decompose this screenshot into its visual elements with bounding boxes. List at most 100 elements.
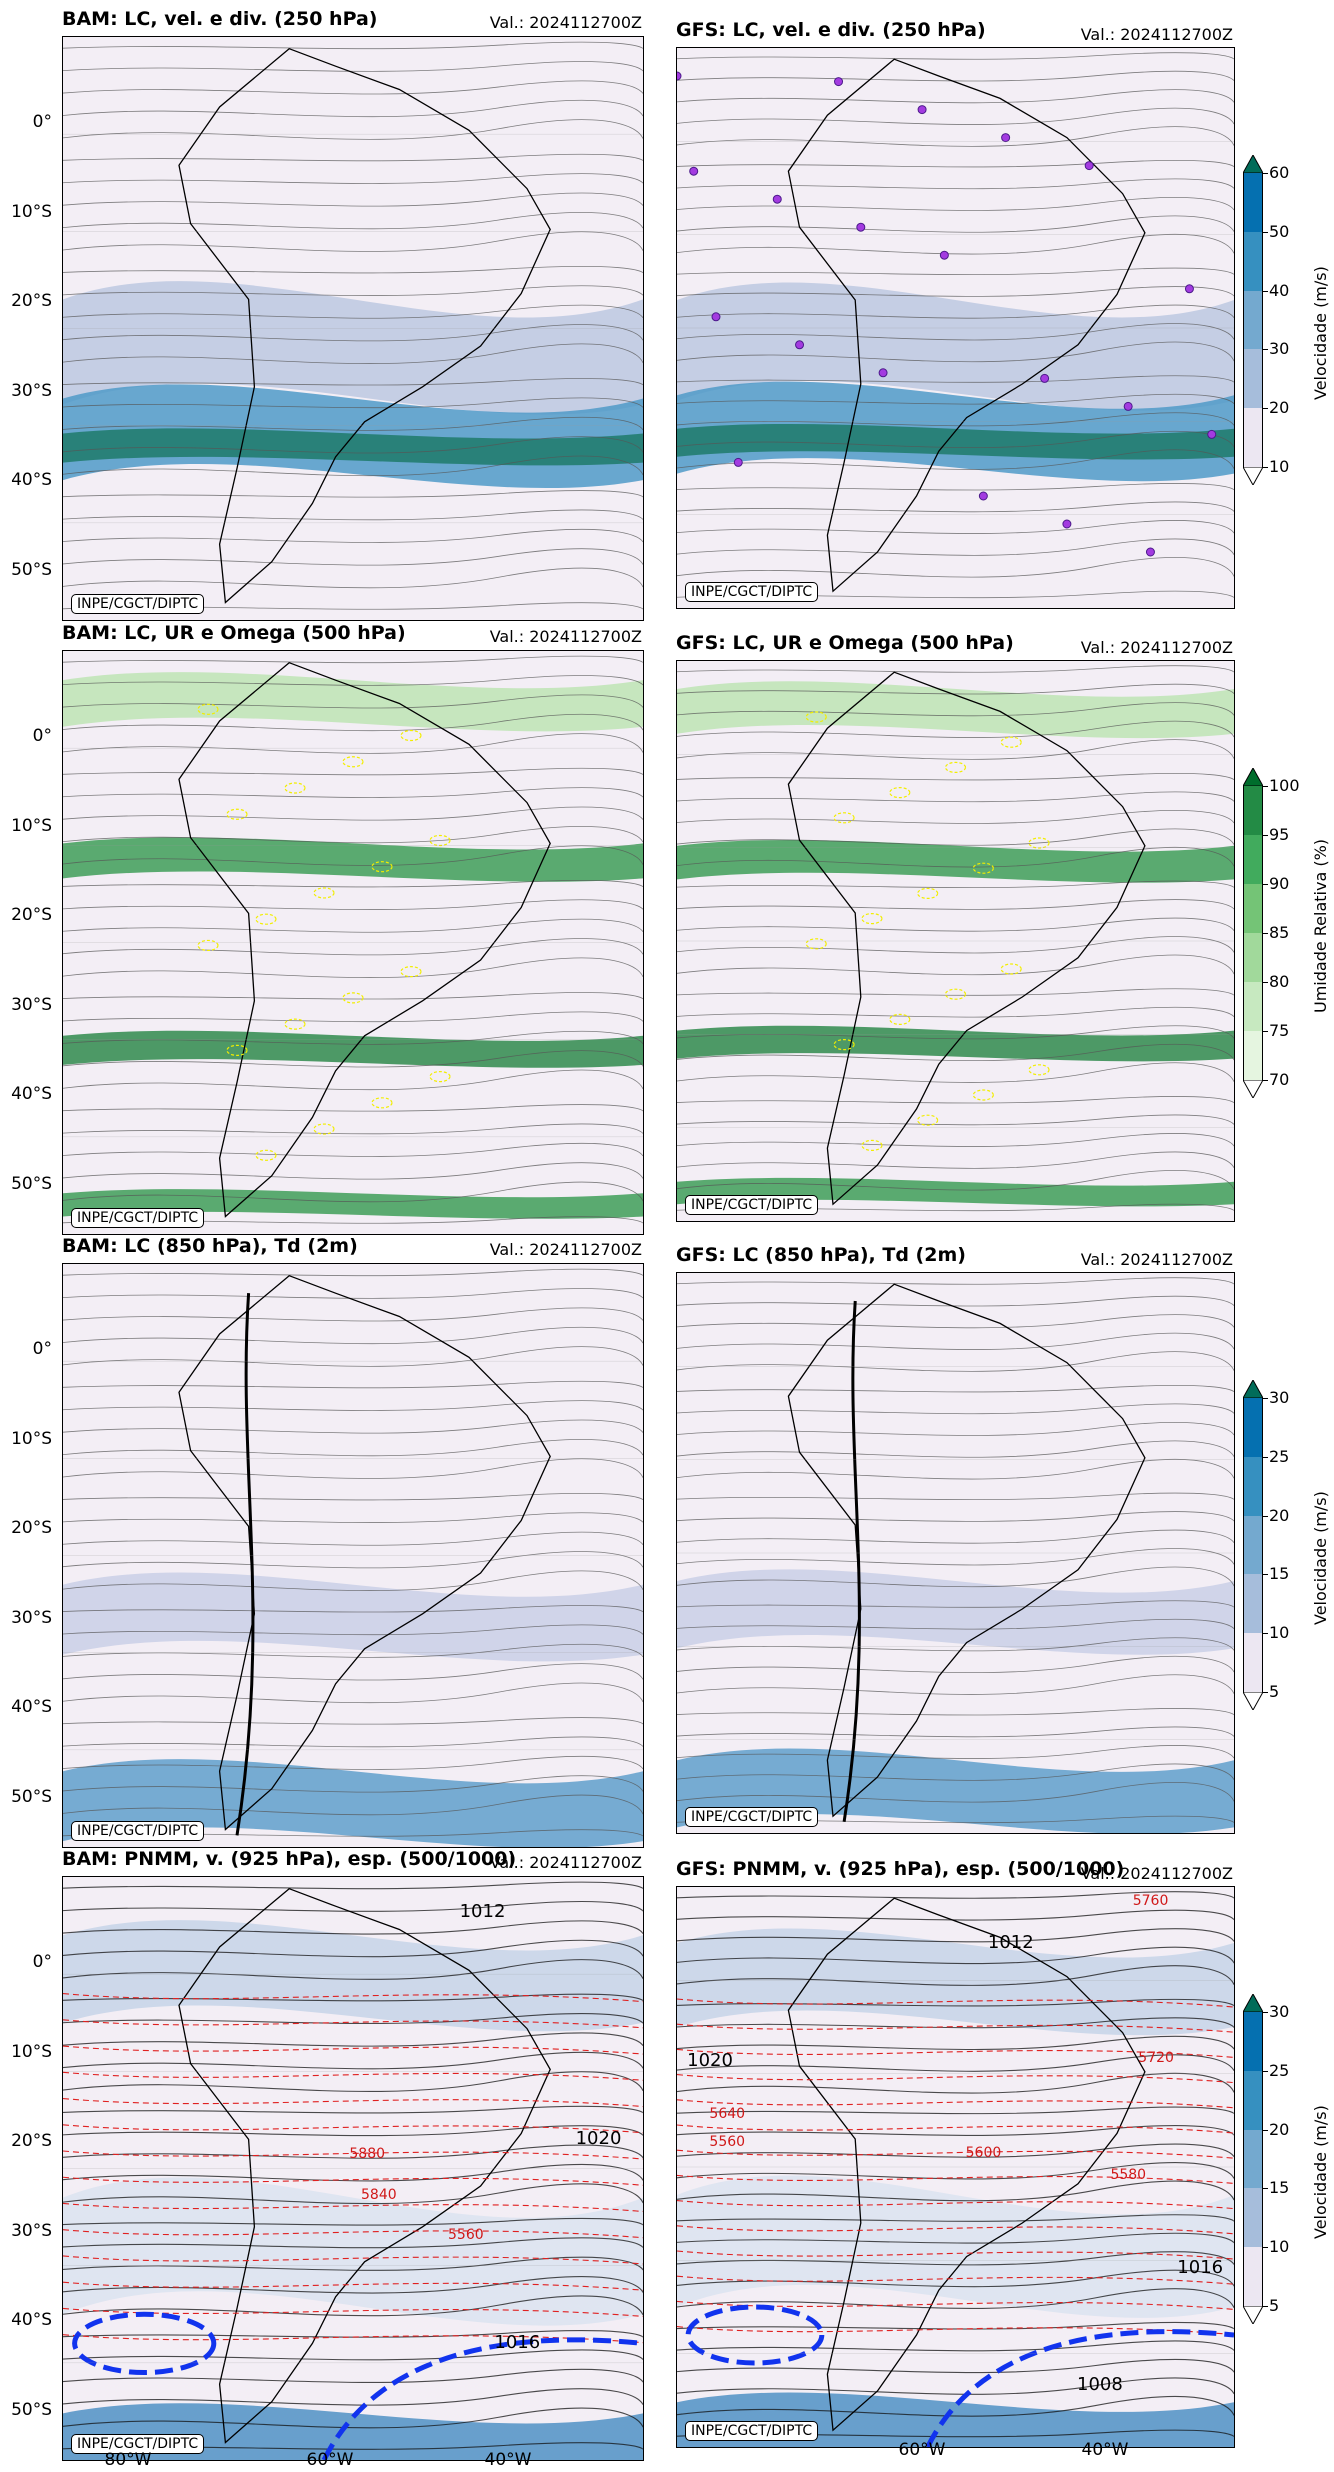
streamline [677,501,1234,513]
left-map-panel: INPE/CGCT/DIPTC [62,36,644,621]
colorbar: 5 10 15 20 25 30 Velocidade (m/s) [1243,1380,1330,1710]
streamline [677,483,1234,491]
streamline [63,1624,643,1636]
streamline [677,2072,1234,2094]
colorbar-extend-top [1243,155,1263,173]
dewpoint-contour [235,1293,255,1836]
omega-contour [226,808,248,820]
left-map-panel: INPE/CGCT/DIPTC [62,650,644,1235]
thickness-contour [63,2019,643,2029]
contour-label: 1008 [1077,2374,1123,2396]
shaded-field [63,837,643,882]
colorbar-tick-label: 50 [1269,221,1290,241]
shaded-field [63,1920,643,2032]
colorbar-tick-label: 10 [1269,2237,1290,2257]
omega-contour [342,756,364,768]
shaded-field [63,2177,643,2326]
omega-contour [1000,963,1022,975]
streamline [677,286,1234,297]
colorbar: 10 20 30 40 50 60 Velocidade (m/s) [1243,155,1330,485]
south-america-outline [787,671,1146,1206]
colorbar-extend-bottom [1243,1080,1263,1098]
streamline [63,1143,643,1157]
latitude-tick-label: 30°S [11,1607,52,1628]
streamline [677,2377,1234,2395]
latitude-tick-label: 10°S [11,201,52,222]
contour-label: 5840 [361,2186,397,2203]
streamline [63,153,643,162]
streamline [677,1385,1234,1393]
map-canvas [63,41,643,610]
divergence-spot [1062,519,1072,529]
colorbar-tick-mark [1263,290,1268,292]
streamline [63,899,643,910]
streamline [63,212,643,230]
streamline [63,2330,643,2338]
streamline [677,2017,1234,2029]
latitude-tick-label: 20°S [11,2131,52,2151]
streamline [63,285,643,296]
thickness-contour [63,2097,643,2108]
divergence-spot [1040,373,1050,383]
contour-label: 5720 [1138,2049,1174,2066]
streamline [63,1439,643,1457]
valid-time: Val.: 2024112700Z [489,1240,642,1259]
streamline [63,1717,643,1725]
latitude-tick-label: 40°S [11,1697,52,1717]
colorbar-tick-mark [1263,982,1268,983]
thickness-contour [63,2281,643,2291]
latitude-tick-label: 50°S [11,2399,52,2420]
colorbar-tick-mark [1263,231,1268,233]
streamline [677,2125,1234,2136]
streamline [63,655,643,664]
contour-label: 5560 [709,2133,746,2150]
colorbar-tick-label: 80 [1269,972,1290,991]
thickness-5400-contour [72,2311,217,2376]
south-america-outline [178,47,551,604]
left-map-panel: INPE/CGCT/DIPTC [62,1263,644,1848]
colorbar-segment [1243,290,1263,350]
thickness-5400-contour [321,2337,643,2460]
colorbar-tick-mark [1263,2306,1268,2307]
omega-contour [944,988,967,1000]
streamline [63,1069,643,1091]
map-canvas [677,52,1234,599]
streamline [63,2407,643,2429]
streamline [677,52,1234,60]
colorbar-segment [1243,1574,1263,1634]
streamline [63,2256,643,2271]
thickness-contour [63,2255,643,2265]
colorbar-tick-label: 15 [1269,2178,1290,2198]
streamline [677,1946,1234,1965]
streamline [63,436,643,454]
streamline [63,1682,643,1704]
contour-label: 1016 [494,2332,541,2354]
map-canvas [677,1277,1234,1833]
latitude-tick-label: 50°S [11,1173,52,1194]
streamline [63,1123,643,1135]
thickness-contour [63,2150,643,2160]
colorbar-extend-top [1243,1994,1263,2012]
colorbar-tick-label: 5 [1269,1682,1280,1701]
colorbar-tick-mark [1263,1398,1268,1399]
latitude-tick-label: 0° [32,112,52,132]
latitude-tick-label: 30°S [11,2220,52,2241]
colorbar-tick-mark [1263,835,1268,836]
streamline [63,1380,643,1389]
streamline [63,1011,643,1023]
latitude-tick-label: 10°S [11,2041,52,2062]
colorbar-segment [1243,1031,1263,1080]
streamline [677,2106,1234,2115]
shaded-field [677,2175,1234,2318]
colorbar-label: Velocidade (m/s) [1311,2105,1330,2239]
omega-contour [284,782,306,794]
latitude-tick-label: 0° [32,1339,52,1359]
streamline [63,1939,643,1958]
right-panel-title: GFS: LC (850 hPa), Td (2m) [676,1244,966,1266]
valid-time: Val.: 2024112700Z [489,627,642,646]
colorbar-tick-mark [1263,173,1268,174]
streamline [677,899,1234,910]
streamline [63,1531,643,1546]
colorbar-segment [1243,1398,1263,1457]
credit-label: INPE/CGCT/DIPTC [685,1807,819,1827]
